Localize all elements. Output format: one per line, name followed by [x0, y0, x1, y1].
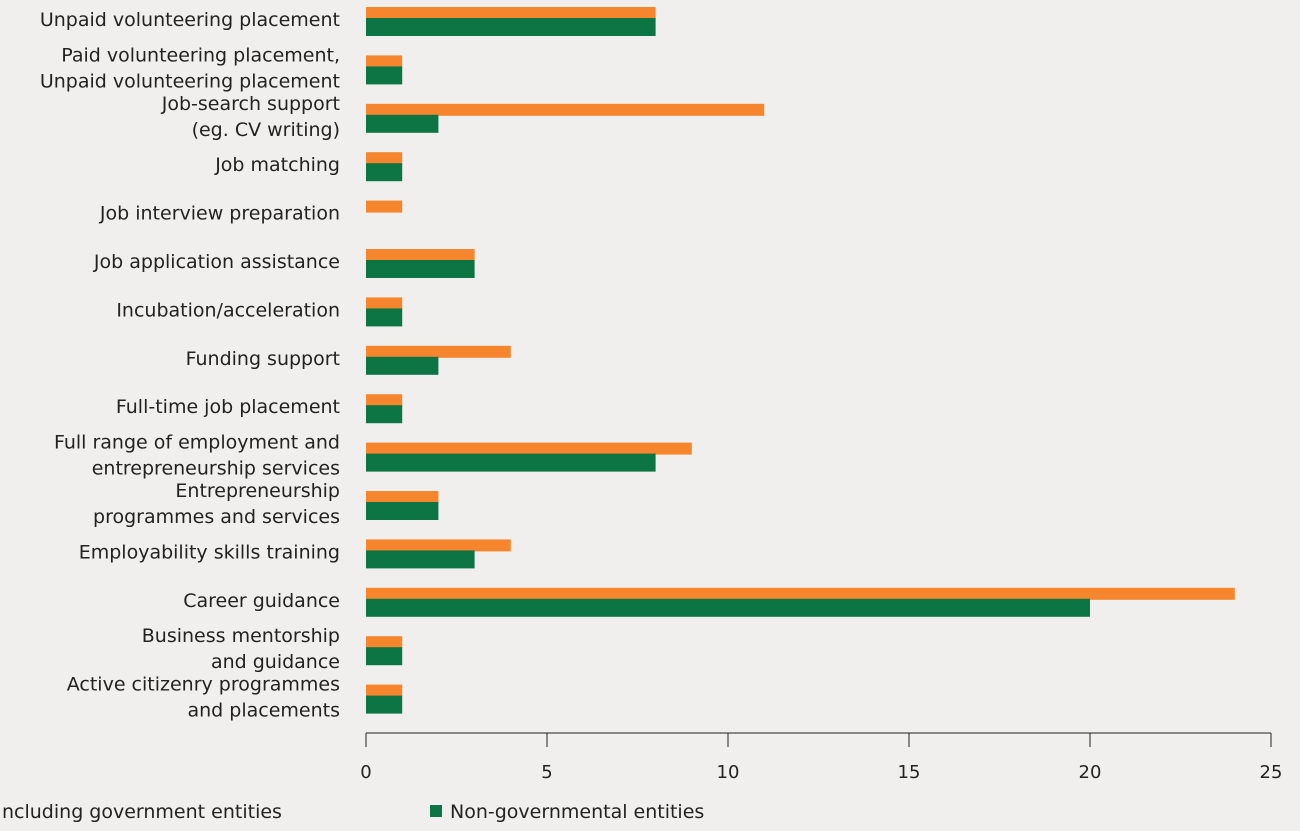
bar-non-governmental-10 [366, 502, 439, 520]
bar-non-governmental-7 [366, 356, 439, 375]
bar-non-governmental-12 [366, 598, 1090, 617]
category-label: Employability skills training [79, 541, 340, 563]
category-label: Active citizenry programmes [67, 674, 340, 696]
legend-swatch-non-governmental [430, 805, 442, 817]
bar-including-government-10 [366, 491, 439, 503]
category-label: Job application assistance [93, 251, 340, 273]
bar-including-government-11 [366, 539, 511, 552]
bar-including-government-3 [366, 152, 403, 165]
x-tick-label: 5 [541, 762, 552, 783]
legend-label-including-government: ncluding government entities [2, 801, 282, 823]
category-label: Job-search support [161, 93, 340, 115]
x-axis: 0 5 10 15 20 25 [360, 732, 1283, 783]
bar-non-governmental-11 [366, 550, 475, 569]
category-label: Career guidance [183, 590, 340, 612]
bar-non-governmental-1 [366, 66, 403, 85]
category-label: Unpaid volunteering placement [40, 70, 340, 92]
bar-including-government-8 [366, 394, 403, 407]
category-label: entrepreneurship services [92, 458, 340, 480]
x-tick-label: 25 [1260, 762, 1283, 783]
bar-including-government-1 [366, 55, 403, 68]
bar-including-government-2 [366, 103, 765, 116]
x-tick-label: 0 [360, 762, 371, 783]
bar-including-government-0 [366, 7, 656, 19]
category-label: Business mentorship [142, 625, 340, 647]
category-label: Incubation/acceleration [116, 299, 340, 321]
bar-non-governmental-2 [366, 114, 439, 133]
category-label: and guidance [211, 651, 340, 673]
category-label: Paid volunteering placement, [61, 44, 340, 66]
bar-including-government-7 [366, 345, 511, 358]
bar-non-governmental-9 [366, 453, 656, 472]
x-tick-label: 15 [898, 762, 921, 783]
bar-including-government-13 [366, 636, 403, 649]
x-tick-label: 10 [717, 762, 740, 783]
category-label: Full range of employment and [54, 432, 340, 454]
bar-non-governmental-5 [366, 260, 475, 278]
category-label: Funding support [186, 348, 340, 370]
bar-including-government-6 [366, 297, 403, 310]
bar-non-governmental-8 [366, 405, 403, 424]
category-label: Full-time job placement [116, 396, 340, 418]
bar-non-governmental-13 [366, 647, 403, 666]
bar-including-government-4 [366, 200, 403, 213]
legend: ncluding government entities Non-governme… [2, 801, 704, 823]
category-label: (eg. CV writing) [192, 119, 340, 141]
bar-including-government-5 [366, 249, 475, 261]
category-label: Job matching [214, 154, 340, 176]
category-label: Job interview preparation [99, 203, 340, 225]
legend-label-non-governmental: Non-governmental entities [450, 801, 704, 823]
category-label: Entrepreneurship [175, 480, 340, 502]
bar-including-government-14 [366, 684, 403, 697]
bar-non-governmental-6 [366, 308, 403, 327]
bar-including-government-12 [366, 587, 1235, 600]
bar-including-government-9 [366, 442, 692, 455]
category-label: Unpaid volunteering placement [40, 9, 340, 31]
bar-non-governmental-3 [366, 163, 403, 182]
category-label: and placements [188, 700, 341, 722]
bar-non-governmental-14 [366, 695, 403, 714]
x-tick-label: 20 [1079, 762, 1102, 783]
category-label: programmes and services [93, 506, 340, 528]
category-labels: Unpaid volunteering placement Paid volunt… [40, 9, 340, 722]
bars-group [366, 7, 1235, 714]
bar-non-governmental-0 [366, 18, 656, 36]
